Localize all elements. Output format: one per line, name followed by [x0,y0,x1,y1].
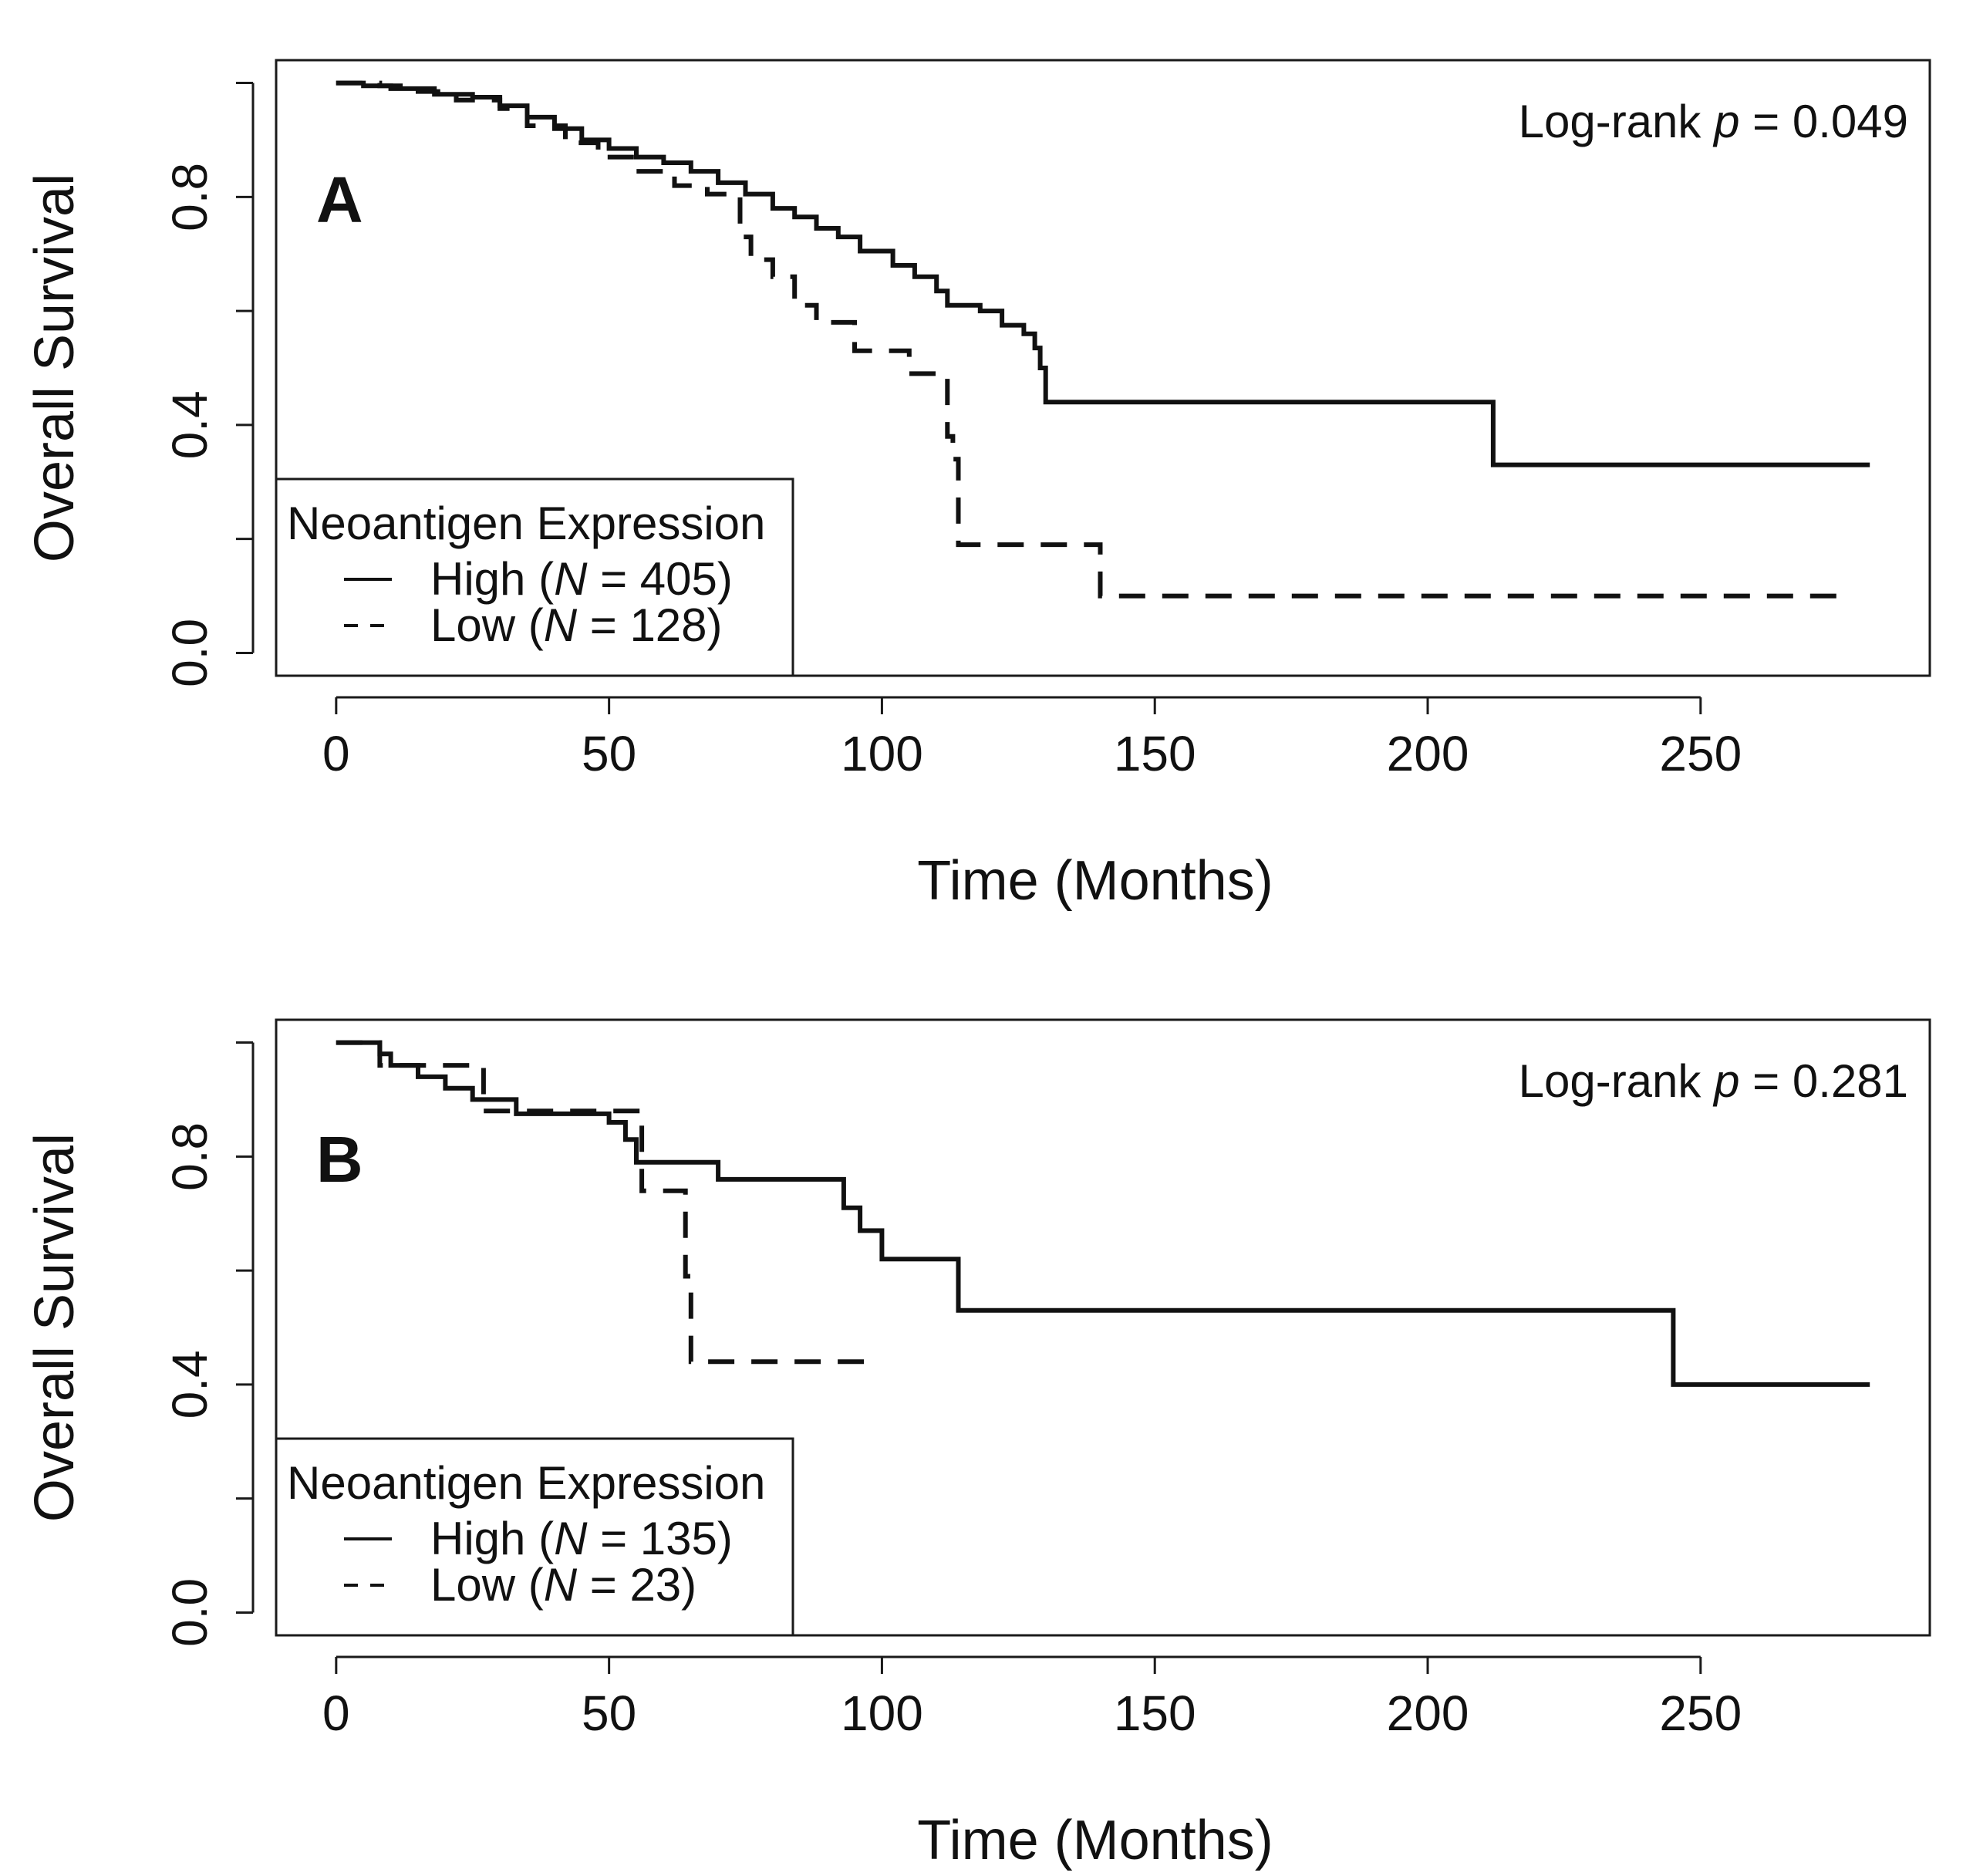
legend-entry-n: N [544,1559,578,1611]
legend-entry-count: = 405) [587,553,732,605]
x-tick-label: 250 [1659,726,1742,781]
x-tick-label: 0 [322,1685,350,1741]
x-tick-label: 50 [582,1685,636,1741]
panel-a: 0 50 100 150 200 250 Time (Months) 0.0 0.4 0.8 Ove… [24,59,1931,912]
logrank-prefix: Log-rank [1519,1055,1714,1107]
x-axis-title: Time (Months) [917,850,1273,912]
panel-b: 0 50 100 150 200 250 Time (Months) 0.0 0.4 0.8 Ove… [24,1018,1931,1871]
legend-entry-prefix: High ( [430,1513,554,1564]
legend-entry-count: = 23) [577,1559,696,1611]
logrank-value: = 0.281 [1739,1055,1908,1107]
x-tick-label: 50 [582,726,636,781]
x-tick-label: 0 [322,726,350,781]
plot-frame [275,59,1931,677]
plot-frame [275,1018,1931,1637]
y-tick-label: 0.0 [162,619,218,687]
legend-entry-low: Low (N = 23) [430,1559,696,1611]
legend-entry-high: High (N = 405) [430,553,733,605]
y-tick-label: 0.8 [162,1122,218,1191]
logrank-value: = 0.049 [1739,96,1908,147]
legend-entry-prefix: Low ( [430,599,544,651]
series-line-low [336,1040,866,1365]
y-tick-label: 0.4 [162,1350,218,1419]
legend-title: Neoantigen Expression [287,1457,765,1509]
x-tick-label: 100 [841,726,923,781]
legend-box [275,477,794,677]
y-axis-title: Overall Survival [24,174,86,562]
legend-entry-count: = 135) [587,1513,732,1564]
legend-entry-count: = 128) [577,599,722,651]
series-line-low [336,80,1843,599]
logrank-annotation: Log-rank p = 0.281 [1519,1055,1908,1107]
y-tick-label: 0.0 [162,1578,218,1647]
logrank-annotation: Log-rank p = 0.049 [1519,96,1908,147]
logrank-p-symbol: p [1712,96,1739,147]
series-line-high [336,80,1870,467]
x-tick-label: 100 [841,1685,923,1741]
logrank-prefix: Log-rank [1519,96,1714,147]
legend-entry-n: N [554,553,588,605]
legend-entry-low: Low (N = 128) [430,599,723,651]
legend-entry-n: N [544,599,578,651]
y-axis-title: Overall Survival [24,1133,86,1522]
x-tick-label: 150 [1114,726,1196,781]
x-tick-label: 250 [1659,1685,1742,1741]
panel-label: A [316,164,363,236]
legend-title: Neoantigen Expression [287,498,765,549]
legend-box [275,1437,794,1637]
panel-label: B [316,1123,363,1196]
legend-entry-prefix: High ( [430,553,554,605]
legend-entry-prefix: Low ( [430,1559,544,1611]
x-axis-title: Time (Months) [917,1810,1273,1871]
x-tick-label: 150 [1114,1685,1196,1741]
legend-entry-n: N [554,1513,588,1564]
x-tick-label: 200 [1387,726,1469,781]
y-tick-label: 0.4 [162,390,218,459]
x-tick-label: 200 [1387,1685,1469,1741]
logrank-p-symbol: p [1712,1055,1739,1107]
y-tick-label: 0.8 [162,163,218,231]
legend-entry-high: High (N = 135) [430,1513,733,1564]
